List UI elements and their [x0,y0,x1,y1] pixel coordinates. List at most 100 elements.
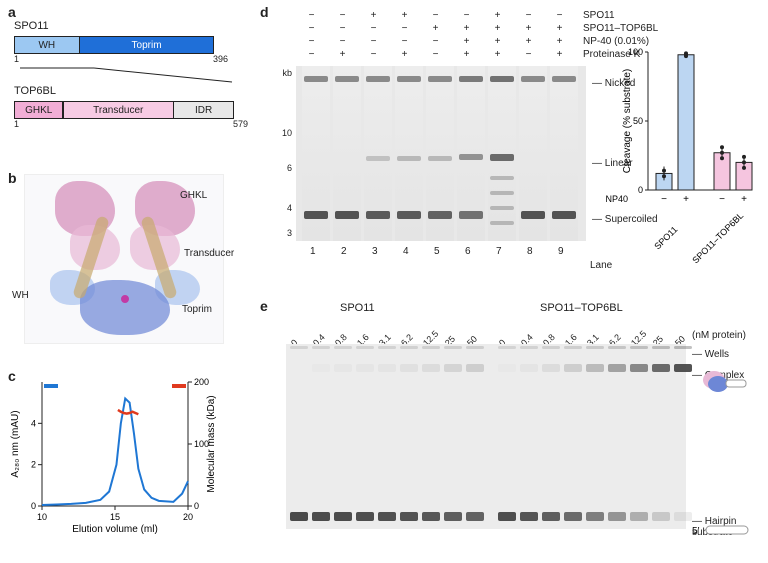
svg-text:100: 100 [628,47,643,57]
emsa-lane [584,344,606,529]
kb-mark: 3 [270,228,292,238]
gel-lane [457,66,485,241]
svg-text:0: 0 [31,501,36,511]
domain-bar-spo11: WHToprim [14,36,248,54]
svg-text:NP40: NP40 [605,194,628,204]
aa-end-spo11: 396 [213,54,228,64]
group-spo11: SPO11 [340,302,375,314]
svg-text:−: − [719,194,725,205]
complex-icon [698,366,748,396]
panel-d: −−++−−+−−SPO11−−−−+++++SPO11–TOP6BL−−−−−… [260,6,760,286]
emsa-lane [442,344,464,529]
svg-text:10: 10 [37,512,47,522]
label-ghkl: GHKL [180,190,207,201]
gel-image-d [296,66,586,241]
emsa-lane [310,344,332,529]
emsa-lane [354,344,376,529]
kb-mark: 6 [270,163,292,173]
emsa-lane [420,344,442,529]
lane-number: 1 [310,246,316,257]
svg-text:2: 2 [31,460,36,470]
gel-lane [395,66,423,241]
lane-number: 2 [341,246,347,257]
emsa-lane [518,344,540,529]
gel-lane [302,66,330,241]
svg-text:SPO11–TOP6BL: SPO11–TOP6BL [690,210,745,265]
emsa-lane [672,344,694,529]
lane-number: 6 [465,246,471,257]
panel-e: SPO11 SPO11–TOP6BL 00.40.81.63.16.212.52… [260,300,760,560]
protein-name-spo11: SPO11 [14,20,248,32]
gel-lane [333,66,361,241]
svg-text:0: 0 [194,501,199,511]
svg-text:5′: 5′ [692,526,700,537]
conc-unit: (nM protein) [692,330,746,341]
substrate-icon: 5′ [692,522,752,540]
emsa-lane [562,344,584,529]
svg-text:A₂₈₀ nm (mAU): A₂₈₀ nm (mAU) [10,410,21,477]
svg-text:4: 4 [31,418,36,428]
gel-lane [364,66,392,241]
lane-number: 5 [434,246,440,257]
gel-lane [426,66,454,241]
label-transducer: Transducer [184,248,234,259]
svg-text:200: 200 [194,377,209,387]
domain-idr: IDR [173,101,234,119]
emsa-lane [464,344,486,529]
condition-row: −−−−−++++NP-40 (0.01%) [296,36,649,47]
group-top6bl: SPO11–TOP6BL [540,302,623,314]
lane-number: 7 [496,246,502,257]
gel-lane [550,66,578,241]
gel-lane [519,66,547,241]
svg-text:Molecular mass (kDa): Molecular mass (kDa) [206,395,217,492]
emsa-lane [606,344,628,529]
emsa-lane [540,344,562,529]
aa-start: 1 [14,54,19,64]
lane-number: 8 [527,246,533,257]
emsa-lane [628,344,650,529]
kb-mark: 4 [270,203,292,213]
emsa-lane [398,344,420,529]
svg-text:−: − [661,194,667,205]
svg-text:+: + [741,194,747,205]
sec-chart: 1015200240100200Elution volume (ml)A₂₈₀ … [8,374,218,534]
domain-wh: WH [14,36,80,54]
svg-text:SPO11: SPO11 [652,224,679,251]
panel-c: 1015200240100200Elution volume (ml)A₂₈₀ … [8,370,248,550]
lane-number: 9 [558,246,564,257]
cleavage-bar-chart: 050100−+−+NP40Cleavage (% substrate)SPO1… [620,46,750,246]
svg-text:Cleavage (% substrate): Cleavage (% substrate) [622,69,633,174]
aa-start2: 1 [14,119,19,129]
domain-toprim: Toprim [79,36,214,54]
emsa-lane [376,344,398,529]
emsa-gel [286,344,686,529]
emsa-lane [288,344,310,529]
panel-a: SPO11 WHToprim 1 396 TOP6BL GHKLTransduce… [8,6,248,131]
emsa-lane [332,344,354,529]
condition-row: −+−+−++−+Proteinase K [296,49,640,60]
emsa-lane [496,344,518,529]
gel-lane [488,66,516,241]
panel-b: GHKL Transducer WH Toprim [8,170,248,350]
aa-end-top6bl: 579 [233,119,248,129]
domain-bar-top6bl: GHKLTransducerIDR [14,101,248,119]
svg-text:+: + [683,194,689,205]
domain-transducer: Transducer [63,101,174,119]
emsa-species-label: — Wells [692,349,729,360]
condition-row: −−−−+++++SPO11–TOP6BL [296,23,658,34]
lane-label: Lane [590,260,612,271]
label-wh: WH [12,290,29,301]
lane-number: 3 [372,246,378,257]
svg-text:0: 0 [638,185,643,195]
label-toprim: Toprim [182,304,212,315]
lane-number: 4 [403,246,409,257]
svg-text:50: 50 [633,116,643,126]
svg-text:Elution volume (ml): Elution volume (ml) [72,524,158,535]
kb-mark: kb [270,68,292,78]
svg-text:15: 15 [110,512,120,522]
condition-row: −−++−−+−−SPO11 [296,10,615,21]
domain-ghkl: GHKL [14,101,63,119]
connector-lines [14,66,234,82]
svg-text:20: 20 [183,512,193,522]
protein-name-top6bl: TOP6BL [14,85,248,97]
